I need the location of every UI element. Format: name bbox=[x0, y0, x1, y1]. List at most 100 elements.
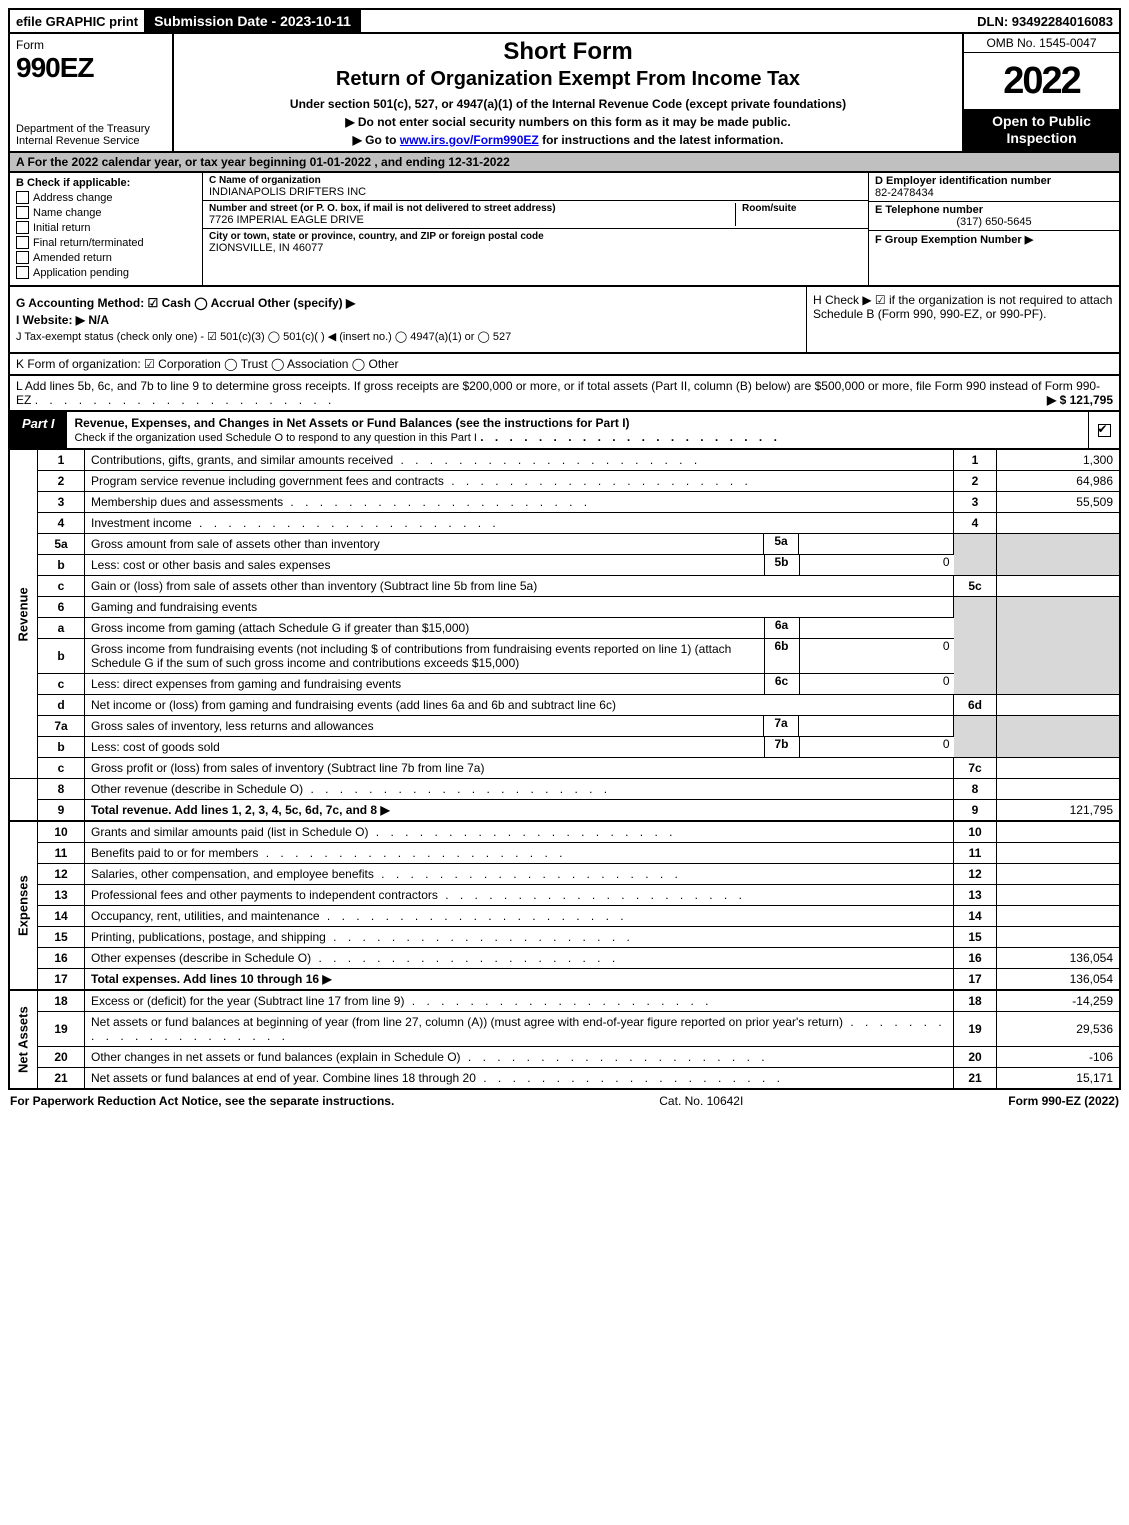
ref10: 10 bbox=[954, 821, 997, 843]
check-name-change[interactable] bbox=[16, 206, 29, 219]
n18: 18 bbox=[38, 990, 85, 1012]
d13: Professional fees and other payments to … bbox=[91, 888, 438, 902]
dln: DLN: 93492284016083 bbox=[971, 12, 1119, 31]
n20: 20 bbox=[38, 1047, 85, 1068]
amt6d bbox=[997, 695, 1121, 716]
ref11: 11 bbox=[954, 843, 997, 864]
d7c: Gross profit or (loss) from sales of inv… bbox=[91, 761, 484, 775]
note-link-post: for instructions and the latest informat… bbox=[539, 133, 784, 147]
amt11 bbox=[997, 843, 1121, 864]
mref6b: 6b bbox=[764, 639, 800, 673]
b-item-0: Address change bbox=[33, 192, 113, 204]
check-amended-return[interactable] bbox=[16, 251, 29, 264]
column-b: B Check if applicable: Address change Na… bbox=[10, 173, 203, 285]
street: 7726 IMPERIAL EAGLE DRIVE bbox=[209, 214, 715, 226]
ref3: 3 bbox=[954, 492, 997, 513]
part1-tab: Part I bbox=[10, 412, 67, 448]
check-schedule-o[interactable] bbox=[1098, 424, 1111, 437]
d3: Membership dues and assessments bbox=[91, 495, 283, 509]
d14: Occupancy, rent, utilities, and maintena… bbox=[91, 909, 320, 923]
d15: Printing, publications, postage, and shi… bbox=[91, 930, 326, 944]
dots-icon bbox=[480, 430, 781, 444]
n21: 21 bbox=[38, 1068, 85, 1090]
line-l-amount: ▶ $ 121,795 bbox=[1047, 393, 1113, 407]
side-expenses: Expenses bbox=[9, 821, 38, 990]
n6d: d bbox=[38, 695, 85, 716]
amt2: 64,986 bbox=[997, 471, 1121, 492]
phone-value: (317) 650-5645 bbox=[875, 216, 1113, 228]
ref4: 4 bbox=[954, 513, 997, 534]
n1: 1 bbox=[38, 450, 85, 471]
grey-cell bbox=[997, 534, 1121, 576]
dots-icon bbox=[35, 393, 336, 407]
top-bar: efile GRAPHIC print Submission Date - 20… bbox=[8, 8, 1121, 34]
d21: Net assets or fund balances at end of ye… bbox=[91, 1071, 476, 1085]
column-def: D Employer identification number 82-2478… bbox=[868, 173, 1119, 285]
grey-cell bbox=[997, 597, 1121, 695]
mamt7b: 0 bbox=[800, 737, 954, 757]
check-address-change[interactable] bbox=[16, 191, 29, 204]
lines-table: Revenue 1 Contributions, gifts, grants, … bbox=[8, 450, 1121, 1090]
ref14: 14 bbox=[954, 906, 997, 927]
city: ZIONSVILLE, IN 46077 bbox=[209, 242, 544, 254]
phone-label: E Telephone number bbox=[875, 204, 1113, 216]
department: Department of the Treasury Internal Reve… bbox=[16, 123, 166, 147]
d17: Total expenses. Add lines 10 through 16 … bbox=[91, 972, 332, 986]
info-block: B Check if applicable: Address change Na… bbox=[8, 173, 1121, 287]
check-initial-return[interactable] bbox=[16, 221, 29, 234]
amt18: -14,259 bbox=[997, 990, 1121, 1012]
n6c: c bbox=[38, 674, 85, 695]
amt17: 136,054 bbox=[997, 969, 1121, 991]
dots-icon bbox=[258, 846, 566, 860]
part1-check bbox=[1088, 412, 1119, 448]
n7a: 7a bbox=[38, 716, 85, 737]
check-final-return[interactable] bbox=[16, 236, 29, 249]
column-c: C Name of organization INDIANAPOLIS DRIF… bbox=[203, 173, 868, 285]
mref6c: 6c bbox=[764, 674, 800, 694]
title-short-form: Short Form bbox=[180, 38, 956, 66]
mamt6a bbox=[800, 618, 954, 638]
ref2: 2 bbox=[954, 471, 997, 492]
line-j: J Tax-exempt status (check only one) - ☑… bbox=[16, 330, 800, 343]
ref6d: 6d bbox=[954, 695, 997, 716]
amt10 bbox=[997, 821, 1121, 843]
ref13: 13 bbox=[954, 885, 997, 906]
d8: Other revenue (describe in Schedule O) bbox=[91, 782, 303, 796]
amt20: -106 bbox=[997, 1047, 1121, 1068]
dots-icon bbox=[393, 453, 701, 467]
d6c: Less: direct expenses from gaming and fu… bbox=[91, 677, 401, 691]
n6a: a bbox=[38, 618, 85, 639]
footer: For Paperwork Reduction Act Notice, see … bbox=[8, 1090, 1121, 1112]
check-application-pending[interactable] bbox=[16, 266, 29, 279]
line-g: G Accounting Method: ☑ Cash ◯ Accrual Ot… bbox=[16, 296, 800, 310]
dots-icon bbox=[374, 867, 682, 881]
grey-cell bbox=[954, 534, 997, 576]
n14: 14 bbox=[38, 906, 85, 927]
n12: 12 bbox=[38, 864, 85, 885]
n19: 19 bbox=[38, 1012, 85, 1047]
ref19: 19 bbox=[954, 1012, 997, 1047]
n6b: b bbox=[38, 639, 85, 674]
side-revenue: Revenue bbox=[9, 450, 38, 779]
amt13 bbox=[997, 885, 1121, 906]
d12: Salaries, other compensation, and employ… bbox=[91, 867, 374, 881]
n5a: 5a bbox=[38, 534, 85, 555]
dots-icon bbox=[444, 474, 752, 488]
d19: Net assets or fund balances at beginning… bbox=[91, 1015, 843, 1029]
form-number: 990EZ bbox=[16, 52, 166, 84]
dots-icon bbox=[438, 888, 746, 902]
efile-label: efile GRAPHIC print bbox=[10, 12, 144, 31]
dots-icon bbox=[303, 782, 611, 796]
open-public: Open to Public Inspection bbox=[964, 109, 1119, 151]
header-right: OMB No. 1545-0047 2022 Open to Public In… bbox=[962, 34, 1119, 151]
n13: 13 bbox=[38, 885, 85, 906]
d5c: Gain or (loss) from sale of assets other… bbox=[91, 579, 537, 593]
d5a: Gross amount from sale of assets other t… bbox=[91, 537, 380, 551]
amt21: 15,171 bbox=[997, 1068, 1121, 1090]
irs-link[interactable]: www.irs.gov/Form990EZ bbox=[400, 133, 539, 147]
d9: Total revenue. Add lines 1, 2, 3, 4, 5c,… bbox=[91, 803, 390, 817]
line-h: H Check ▶ ☑ if the organization is not r… bbox=[806, 287, 1119, 352]
n5c: c bbox=[38, 576, 85, 597]
grey-cell bbox=[954, 716, 997, 758]
d6: Gaming and fundraising events bbox=[91, 600, 257, 614]
